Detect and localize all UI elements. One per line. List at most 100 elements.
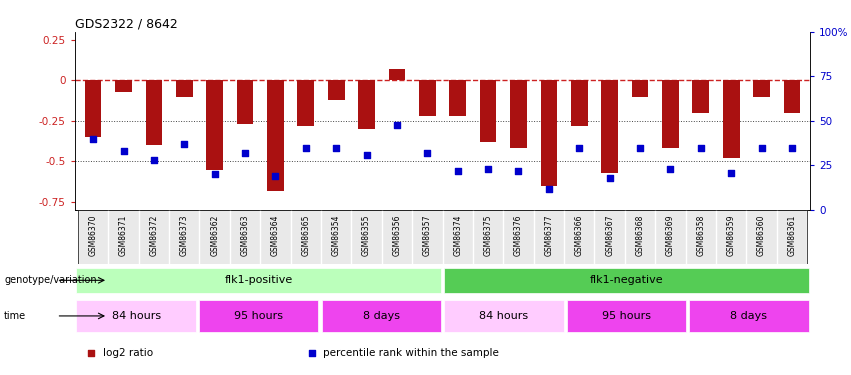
- Bar: [351, 210, 382, 264]
- Bar: [449, 81, 466, 116]
- Text: GSM86354: GSM86354: [332, 214, 340, 256]
- Bar: [321, 210, 351, 264]
- Text: 8 days: 8 days: [730, 311, 768, 321]
- Text: GSM86375: GSM86375: [483, 214, 493, 256]
- Text: GSM86371: GSM86371: [119, 214, 128, 256]
- Text: GSM86377: GSM86377: [545, 214, 553, 256]
- Bar: [716, 210, 746, 264]
- Point: [117, 148, 130, 154]
- Bar: [689, 300, 808, 332]
- Text: time: time: [4, 311, 26, 321]
- Text: GSM86362: GSM86362: [210, 214, 220, 256]
- Point: [603, 175, 616, 181]
- Text: GSM86356: GSM86356: [392, 214, 402, 256]
- Point: [755, 145, 768, 151]
- Bar: [444, 268, 808, 293]
- Bar: [571, 81, 587, 126]
- Bar: [267, 81, 283, 190]
- Bar: [298, 81, 314, 126]
- Point: [299, 145, 312, 151]
- Bar: [78, 210, 108, 264]
- Bar: [237, 81, 254, 124]
- Point: [542, 186, 556, 192]
- Bar: [290, 210, 321, 264]
- Text: GSM86372: GSM86372: [150, 214, 158, 256]
- Bar: [473, 210, 503, 264]
- Bar: [625, 210, 655, 264]
- Text: GSM86357: GSM86357: [423, 214, 431, 256]
- Text: GSM86368: GSM86368: [636, 214, 644, 256]
- Text: GSM86365: GSM86365: [301, 214, 311, 256]
- Text: GSM86358: GSM86358: [696, 214, 705, 256]
- Bar: [686, 210, 716, 264]
- Bar: [77, 300, 196, 332]
- Bar: [108, 210, 139, 264]
- Bar: [328, 81, 345, 100]
- Point: [511, 168, 525, 174]
- Text: 95 hours: 95 hours: [602, 311, 651, 321]
- Text: GDS2322 / 8642: GDS2322 / 8642: [75, 18, 178, 31]
- Bar: [693, 81, 709, 113]
- Bar: [176, 81, 192, 97]
- Bar: [784, 81, 800, 113]
- Point: [583, 183, 597, 189]
- Bar: [631, 81, 648, 97]
- Point: [86, 136, 100, 142]
- Bar: [389, 69, 405, 81]
- Bar: [753, 81, 770, 97]
- Point: [482, 166, 495, 172]
- Text: GSM86376: GSM86376: [514, 214, 523, 256]
- Point: [785, 145, 799, 151]
- Point: [329, 145, 343, 151]
- Text: 8 days: 8 days: [363, 311, 400, 321]
- Bar: [260, 210, 290, 264]
- Point: [451, 168, 465, 174]
- Bar: [503, 210, 534, 264]
- Point: [633, 145, 647, 151]
- Bar: [322, 300, 441, 332]
- Bar: [115, 81, 132, 92]
- Bar: [602, 81, 618, 173]
- Point: [694, 145, 707, 151]
- Bar: [146, 81, 163, 145]
- Bar: [595, 210, 625, 264]
- Text: GSM86361: GSM86361: [787, 214, 797, 256]
- Bar: [412, 210, 443, 264]
- Text: log2 ratio: log2 ratio: [103, 348, 153, 358]
- Point: [178, 141, 191, 147]
- Bar: [358, 81, 375, 129]
- Bar: [77, 268, 441, 293]
- Bar: [206, 81, 223, 170]
- Bar: [480, 81, 496, 142]
- Point: [360, 152, 374, 158]
- Text: GSM86364: GSM86364: [271, 214, 280, 256]
- Bar: [443, 210, 473, 264]
- Bar: [722, 81, 740, 158]
- Text: GSM86370: GSM86370: [89, 214, 98, 256]
- Text: GSM86369: GSM86369: [665, 214, 675, 256]
- Bar: [199, 300, 318, 332]
- Point: [238, 150, 252, 156]
- Point: [208, 171, 221, 177]
- Bar: [169, 210, 199, 264]
- Point: [724, 170, 738, 176]
- Text: 95 hours: 95 hours: [234, 311, 283, 321]
- Bar: [85, 81, 101, 137]
- Point: [664, 166, 677, 172]
- Text: GSM86367: GSM86367: [605, 214, 614, 256]
- Text: GSM86374: GSM86374: [454, 214, 462, 256]
- Point: [420, 150, 434, 156]
- Point: [147, 157, 161, 163]
- Bar: [382, 210, 412, 264]
- Text: GSM86359: GSM86359: [727, 214, 735, 256]
- Text: GSM86360: GSM86360: [757, 214, 766, 256]
- Bar: [540, 81, 557, 186]
- Point: [390, 122, 403, 128]
- Bar: [777, 210, 807, 264]
- Point: [269, 173, 283, 179]
- Text: GSM86366: GSM86366: [574, 214, 584, 256]
- Text: genotype/variation: genotype/variation: [4, 275, 97, 285]
- Text: 84 hours: 84 hours: [111, 311, 161, 321]
- Text: 84 hours: 84 hours: [479, 311, 528, 321]
- Text: flk1-negative: flk1-negative: [590, 275, 663, 285]
